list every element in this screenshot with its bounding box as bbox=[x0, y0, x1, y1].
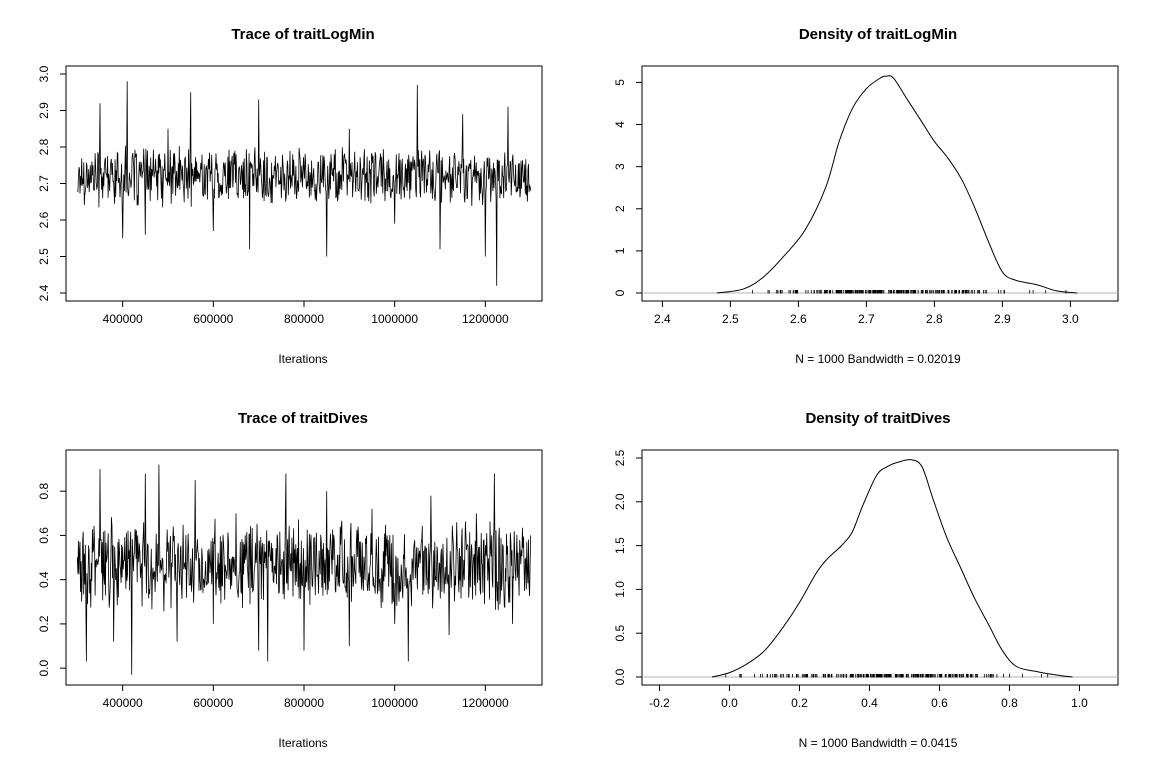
trace-dives-y-tick-label: 0.6 bbox=[37, 527, 51, 544]
density-logmin-xlabel: N = 1000 Bandwidth = 0.02019 bbox=[795, 352, 961, 366]
trace-logmin-x-tick-label: 1000000 bbox=[371, 312, 418, 326]
density-dives-x-tick-label: 0.2 bbox=[791, 696, 808, 710]
density-dives-x-tick-label: 0.6 bbox=[931, 696, 948, 710]
density-dives-rug bbox=[725, 674, 1049, 678]
trace-dives-x-tick-label: 800000 bbox=[284, 696, 324, 710]
density-logmin-y-tick-label: 4 bbox=[613, 121, 627, 128]
trace-logmin-frame bbox=[65, 65, 543, 302]
trace-dives-y-tick-label: 0.0 bbox=[37, 659, 51, 676]
trace-dives-y-tick-label: 0.8 bbox=[37, 483, 51, 500]
density-logmin-y-tick-label: 5 bbox=[613, 79, 627, 86]
trace-logmin-x-tick-label: 800000 bbox=[284, 312, 324, 326]
density-dives-x-tick-label: 0.0 bbox=[721, 696, 738, 710]
trace-logmin-xlabel: Iterations bbox=[278, 352, 327, 366]
trace-logmin-y-tick-label: 2.4 bbox=[37, 284, 51, 301]
trace-dives-y-tick-label: 0.2 bbox=[37, 615, 51, 632]
density-logmin-x-tick-label: 2.9 bbox=[994, 312, 1011, 326]
density-dives-x-tick-label: 0.8 bbox=[1001, 696, 1018, 710]
trace-dives-x-tick-label: 1200000 bbox=[462, 696, 509, 710]
density-logmin-x-tick-label: 2.7 bbox=[858, 312, 875, 326]
density-logmin-y-tick-label: 1 bbox=[613, 247, 627, 254]
trace-dives-x-tick-label: 600000 bbox=[193, 696, 233, 710]
density-dives-y-tick-label: 1.0 bbox=[613, 581, 627, 598]
density-logmin-curve bbox=[716, 75, 1078, 294]
panel-trace-traitdives: Trace of traitDives 400000 600000 800000 10… bbox=[37, 410, 543, 750]
density-logmin-x-tick-label: 2.8 bbox=[926, 312, 943, 326]
density-dives-y-tick-label: 2.0 bbox=[613, 493, 627, 510]
density-logmin-x-tick-label: 3.0 bbox=[1062, 312, 1079, 326]
density-dives-y-tick-label: 0.5 bbox=[613, 625, 627, 642]
density-logmin-frame bbox=[641, 65, 1119, 302]
trace-logmin-y-tick-label: 2.5 bbox=[37, 248, 51, 265]
trace-logmin-series-line bbox=[76, 81, 532, 286]
panel-density-traitlogmin: Density of traitLogMin 2.4 2.5 2.6 2.7 2.8 2.… bbox=[613, 26, 1119, 366]
panel-density-traitdives: Density of traitDives -0.2 0.0 0.2 0.4 0.6 0.… bbox=[613, 410, 1119, 750]
density-logmin-y-tick-label: 3 bbox=[613, 163, 627, 170]
density-dives-y-tick-label: 0.0 bbox=[613, 668, 627, 685]
panel-trace-traitlogmin: Trace of traitLogMin 400000 600000 800000 1… bbox=[37, 26, 543, 366]
trace-logmin-y-tick-label: 2.7 bbox=[37, 175, 51, 192]
density-dives-title: Density of traitDives bbox=[805, 410, 950, 427]
density-dives-frame bbox=[641, 449, 1119, 686]
density-dives-xlabel: N = 1000 Bandwidth = 0.0415 bbox=[799, 736, 958, 750]
density-logmin-y-tick-label: 2 bbox=[613, 205, 627, 212]
density-logmin-title: Density of traitLogMin bbox=[799, 26, 957, 43]
trace-dives-title: Trace of traitDives bbox=[238, 410, 368, 427]
density-dives-curve bbox=[711, 459, 1073, 678]
trace-dives-x-tick-label: 400000 bbox=[103, 696, 143, 710]
trace-logmin-x-tick-label: 400000 bbox=[103, 312, 143, 326]
trace-logmin-title: Trace of traitLogMin bbox=[231, 26, 374, 43]
trace-logmin-y-tick-label: 2.8 bbox=[37, 138, 51, 155]
density-dives-x-tick-label: -0.2 bbox=[649, 696, 670, 710]
density-dives-y-tick-label: 1.5 bbox=[613, 537, 627, 554]
trace-dives-series-line bbox=[76, 464, 532, 675]
density-logmin-x-tick-label: 2.4 bbox=[654, 312, 671, 326]
density-logmin-x-tick-label: 2.6 bbox=[790, 312, 807, 326]
trace-logmin-y-tick-label: 2.9 bbox=[37, 102, 51, 119]
trace-dives-x-tick-label: 1000000 bbox=[371, 696, 418, 710]
trace-dives-xlabel: Iterations bbox=[278, 736, 327, 750]
trace-logmin-x-tick-label: 1200000 bbox=[462, 312, 509, 326]
density-dives-x-tick-label: 1.0 bbox=[1071, 696, 1088, 710]
trace-logmin-x-tick-label: 600000 bbox=[193, 312, 233, 326]
density-dives-x-tick-label: 0.4 bbox=[861, 696, 878, 710]
density-dives-y-tick-label: 2.5 bbox=[613, 449, 627, 466]
trace-dives-y-tick-label: 0.4 bbox=[37, 571, 51, 588]
trace-logmin-y-tick-label: 2.6 bbox=[37, 211, 51, 228]
density-logmin-y-tick-label: 0 bbox=[613, 289, 627, 296]
density-logmin-x-tick-label: 2.5 bbox=[722, 312, 739, 326]
density-logmin-rug bbox=[752, 290, 1067, 294]
trace-logmin-y-tick-label: 3.0 bbox=[37, 65, 51, 82]
